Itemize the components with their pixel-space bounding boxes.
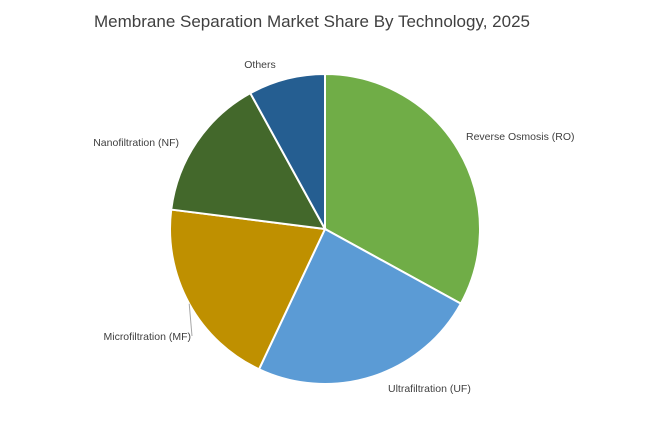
- pie-slice-others: [248, 72, 326, 230]
- slice-label: Nanofiltration (NF): [93, 137, 179, 149]
- slice-label: Ultrafiltration (UF): [388, 383, 471, 395]
- slice-label: Microfiltration (MF): [103, 331, 191, 343]
- pie-slice-nanofiltration-nf: [170, 91, 327, 231]
- leader-line: [188, 303, 193, 337]
- chart-title: Membrane Separation Market Share By Tech…: [94, 12, 530, 31]
- pie-slice-reverse-osmosis-ro: [324, 72, 481, 306]
- slice-label: Reverse Osmosis (RO): [466, 131, 575, 143]
- pie-slice-microfiltration-mf: [169, 208, 327, 371]
- pie-slice-ultrafiltration-uf: [257, 227, 463, 385]
- slice-label: Others: [244, 59, 276, 71]
